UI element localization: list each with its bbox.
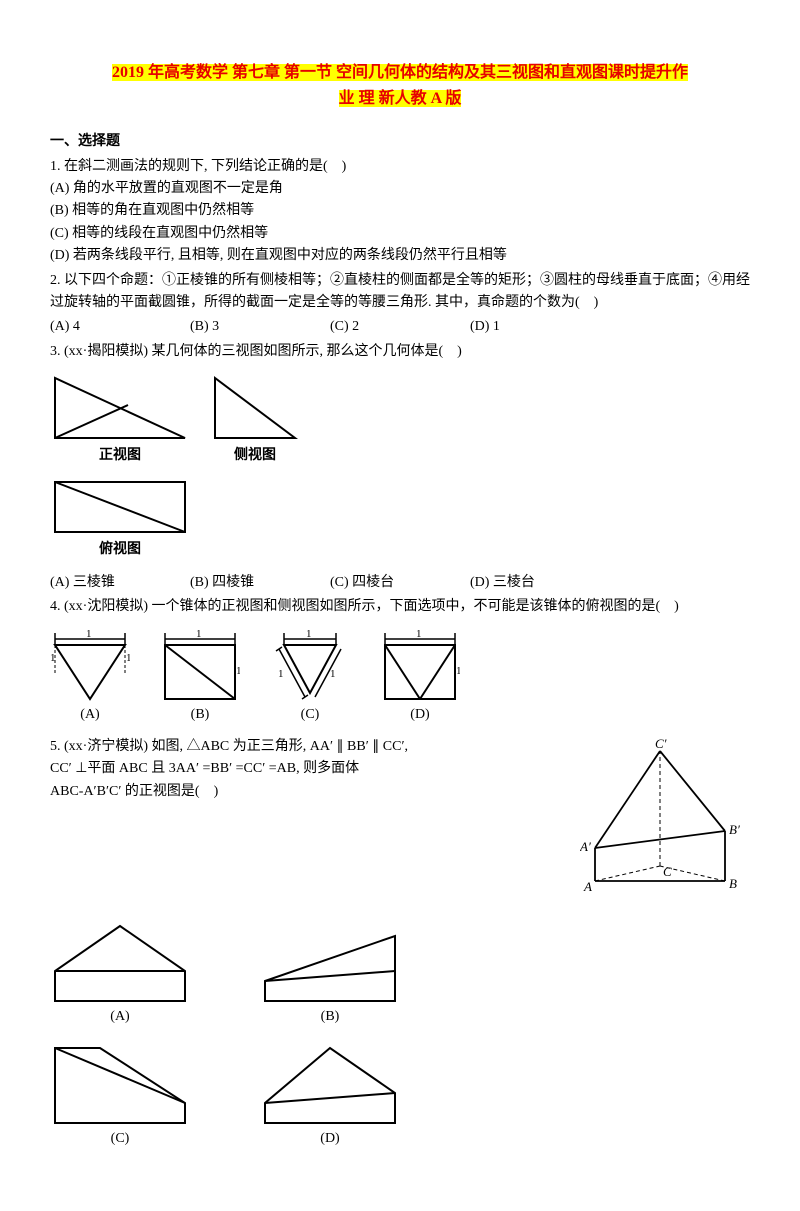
q4-svg-a: 1 1 1 (50, 629, 130, 704)
q1-opt-b: (B) 相等的角在直观图中仍然相等 (50, 200, 750, 222)
question-2: 2. 以下四个命题：①正棱锥的所有侧棱相等；②直棱柱的侧面都是全等的矩形；③圆柱… (50, 270, 750, 339)
svg-text:1: 1 (50, 652, 56, 664)
svg-text:C′: C′ (655, 736, 667, 751)
q3-side-view: 侧视图 (210, 373, 300, 467)
q1-opt-d: (D) 若两条线段平行, 且相等, 则在直观图中对应的两条线段仍然平行且相等 (50, 245, 750, 267)
q5-fig-b: (B) (260, 916, 400, 1028)
svg-text:1: 1 (126, 652, 130, 664)
q5-label-a: (A) (110, 1006, 129, 1028)
q2-opt-b: (B) 3 (190, 316, 290, 338)
q5-fig-c: (C) (50, 1038, 190, 1150)
q3-front-svg (50, 373, 190, 443)
q2-stem: 2. 以下四个命题：①正棱锥的所有侧棱相等；②直棱柱的侧面都是全等的矩形；③圆柱… (50, 270, 750, 315)
svg-text:A: A (583, 879, 592, 894)
q4-label-a: (A) (80, 704, 99, 726)
q4-label-c: (C) (301, 704, 320, 726)
question-4: 4. (xx·沈阳模拟) 一个锥体的正视图和侧视图如图所示，下面选项中，不可能是… (50, 596, 750, 726)
q4-svg-c: 1 1 1 (270, 629, 350, 704)
document-title: 2019 年高考数学 第七章 第一节 空间几何体的结构及其三视图和直观图课时提升… (50, 60, 750, 111)
section-heading: 一、选择题 (50, 131, 750, 153)
q4-fig-b: 1 1 (B) (160, 629, 240, 726)
q5-svg-d (260, 1038, 400, 1128)
svg-text:1: 1 (236, 665, 240, 677)
q5-stem-line-2: CC′ ⊥平面 ABC 且 3AA′ =BB′ =CC′ =AB, 则多面体 (50, 758, 580, 780)
q3-figure-row-1: 正视图 侧视图 (50, 373, 750, 467)
q5-3d-figure: C′ B′ A′ A B C (580, 736, 750, 906)
q4-fig-c: 1 1 1 (C) (270, 629, 350, 726)
q3-front-view: 正视图 (50, 373, 190, 467)
svg-text:B: B (729, 876, 737, 891)
title-line-2: 业 理 新人教 A 版 (339, 90, 462, 107)
svg-text:C: C (663, 864, 672, 879)
svg-text:1: 1 (416, 629, 422, 640)
q5-fig-a: (A) (50, 916, 190, 1028)
q2-opt-c: (C) 2 (330, 316, 430, 338)
svg-text:A′: A′ (580, 839, 591, 854)
q3-opt-b: (B) 四棱锥 (190, 572, 290, 594)
q3-top-view: 俯视图 (50, 477, 190, 561)
svg-text:1: 1 (278, 668, 284, 680)
q3-front-label: 正视图 (99, 445, 141, 467)
q5-3d-svg: C′ B′ A′ A B C (580, 736, 750, 906)
q4-label-d: (D) (410, 704, 429, 726)
question-5: 5. (xx·济宁模拟) 如图, △ABC 为正三角形, AA′ ∥ BB′ ∥… (50, 736, 750, 1151)
q3-side-label: 侧视图 (234, 445, 276, 467)
q3-side-svg (210, 373, 300, 443)
svg-text:1: 1 (330, 668, 336, 680)
q5-stem-line-1: 5. (xx·济宁模拟) 如图, △ABC 为正三角形, AA′ ∥ BB′ ∥… (50, 736, 580, 758)
title-line-1: 2019 年高考数学 第七章 第一节 空间几何体的结构及其三视图和直观图课时提升… (112, 64, 688, 81)
q5-svg-a (50, 916, 190, 1006)
q3-opt-d: (D) 三棱台 (470, 572, 570, 594)
q3-opt-c: (C) 四棱台 (330, 572, 430, 594)
q4-fig-d: 1 1 (D) (380, 629, 460, 726)
q5-options-row-2: (C) (D) (50, 1038, 750, 1150)
question-3: 3. (xx·揭阳模拟) 某几何体的三视图如图所示, 那么这个几何体是( ) 正… (50, 341, 750, 595)
q5-label-b: (B) (321, 1006, 340, 1028)
q4-figure-row: 1 1 1 (A) 1 1 (B) (50, 629, 750, 726)
q3-stem: 3. (xx·揭阳模拟) 某几何体的三视图如图所示, 那么这个几何体是( ) (50, 341, 750, 363)
q1-opt-c: (C) 相等的线段在直观图中仍然相等 (50, 223, 750, 245)
q3-top-label: 俯视图 (99, 539, 141, 561)
q3-opt-a: (A) 三棱锥 (50, 572, 150, 594)
q4-label-b: (B) (191, 704, 210, 726)
q3-top-svg (50, 477, 190, 537)
svg-text:1: 1 (456, 665, 460, 677)
q1-stem: 1. 在斜二测画法的规则下, 下列结论正确的是( ) (50, 156, 750, 178)
q4-fig-a: 1 1 1 (A) (50, 629, 130, 726)
svg-text:1: 1 (86, 629, 92, 640)
q2-opt-a: (A) 4 (50, 316, 150, 338)
q4-stem: 4. (xx·沈阳模拟) 一个锥体的正视图和侧视图如图所示，下面选项中，不可能是… (50, 596, 750, 618)
q3-figure-row-2: 俯视图 (50, 477, 750, 561)
q4-svg-d: 1 1 (380, 629, 460, 704)
svg-text:1: 1 (306, 629, 312, 640)
question-1: 1. 在斜二测画法的规则下, 下列结论正确的是( ) (A) 角的水平放置的直观… (50, 156, 750, 268)
q5-svg-b (260, 916, 400, 1006)
q4-svg-b: 1 1 (160, 629, 240, 704)
q2-opt-d: (D) 1 (470, 316, 570, 338)
svg-text:1: 1 (196, 629, 202, 640)
q5-svg-c (50, 1038, 190, 1128)
q5-fig-d: (D) (260, 1038, 400, 1150)
q1-opt-a: (A) 角的水平放置的直观图不一定是角 (50, 178, 750, 200)
svg-text:B′: B′ (729, 822, 740, 837)
q5-options-row-1: (A) (B) (50, 916, 750, 1028)
q5-stem-line-3: ABC-A′B′C′ 的正视图是( ) (50, 781, 580, 803)
